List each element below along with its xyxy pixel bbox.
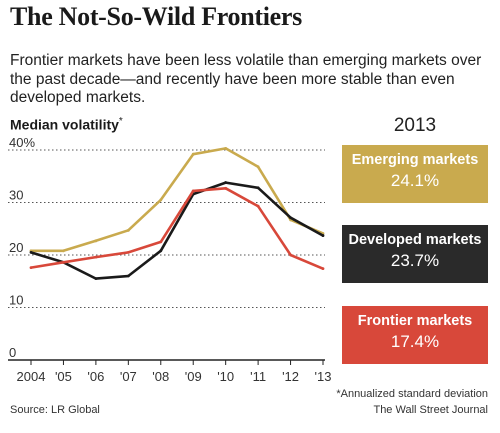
data-point: [224, 147, 228, 150]
data-point: [126, 228, 130, 232]
summary-year: 2013: [393, 115, 437, 136]
data-point: [224, 181, 228, 184]
summary-value: 24.1%: [390, 171, 440, 190]
summary-name: Frontier markets: [357, 313, 473, 329]
data-point: [224, 186, 228, 190]
footnote: *Annualized standard deviation: [336, 388, 488, 400]
data-point: [321, 234, 325, 237]
data-point: [256, 204, 260, 208]
data-point: [94, 277, 98, 281]
x-tick-label: '11: [250, 369, 266, 384]
data-point: [62, 249, 65, 253]
series-line-developed-markets: [30, 181, 324, 280]
chart-title: The Not-So-Wild Frontiers: [10, 2, 302, 31]
summary-value: 23.7%: [390, 251, 440, 270]
y-axis-title-footnote-mark: *: [118, 116, 123, 127]
summary-value: 17.4%: [390, 332, 440, 351]
data-point: [126, 274, 130, 278]
data-point: [29, 250, 33, 254]
y-tick-label: 40%: [9, 135, 35, 150]
x-tick-label: '13: [315, 369, 332, 384]
data-point: [159, 249, 163, 253]
data-point: [94, 239, 98, 243]
x-tick-label: 2004: [17, 369, 46, 384]
data-point: [159, 198, 163, 202]
x-tick-label: '05: [55, 369, 72, 384]
data-point: [29, 266, 33, 269]
summary-name: Emerging markets: [351, 152, 479, 168]
data-point: [191, 189, 195, 193]
credit: The Wall Street Journal: [373, 404, 488, 416]
data-point: [126, 250, 130, 254]
y-axis-title: Median volatility*: [10, 116, 123, 133]
x-tick-label: '12: [282, 369, 299, 384]
data-point: [256, 186, 260, 190]
summary-box-developed: Developed markets 23.7%: [342, 225, 488, 283]
data-point: [289, 253, 292, 257]
data-point: [289, 216, 292, 220]
line-chart: 40% 30 20 10 0 2004 '05 '06 '07 '08 '09 '10 '11 '12 '…: [8, 135, 332, 384]
series-line-frontier-markets: [30, 186, 324, 270]
x-tick-label: '08: [152, 369, 169, 384]
source: Source: LR Global: [10, 404, 100, 416]
y-tick-labels: 40% 30 20 10 0: [9, 135, 35, 360]
summary-name: Developed markets: [348, 232, 482, 248]
data-point: [94, 255, 98, 259]
data-point: [62, 260, 65, 264]
data-point: [159, 240, 163, 244]
y-tick-label: 0: [9, 345, 16, 360]
data-point: [191, 152, 195, 156]
x-tick-label: '10: [217, 369, 234, 384]
data-point: [321, 267, 325, 271]
y-tick-label: 10: [9, 293, 23, 308]
y-axis-title-text: Median volatility: [10, 116, 119, 133]
x-tick-labels: 2004 '05 '06 '07 '08 '09 '10 '11 '12 '13: [17, 360, 332, 384]
x-tick-label: '09: [185, 369, 202, 384]
chart-subtitle: Frontier markets have been less volatile…: [10, 52, 482, 106]
x-tick-label: '06: [87, 369, 104, 384]
x-tick-label: '07: [120, 369, 137, 384]
y-tick-label: 20: [9, 240, 23, 255]
gridlines: [8, 149, 325, 361]
data-point: [256, 165, 260, 169]
series-lines: [29, 147, 325, 281]
y-tick-label: 30: [9, 188, 23, 203]
series-line-emerging-markets: [31, 147, 324, 253]
summary-box-frontier: Frontier markets 17.4%: [342, 306, 488, 364]
summary-box-emerging: Emerging markets 24.1%: [342, 145, 488, 203]
